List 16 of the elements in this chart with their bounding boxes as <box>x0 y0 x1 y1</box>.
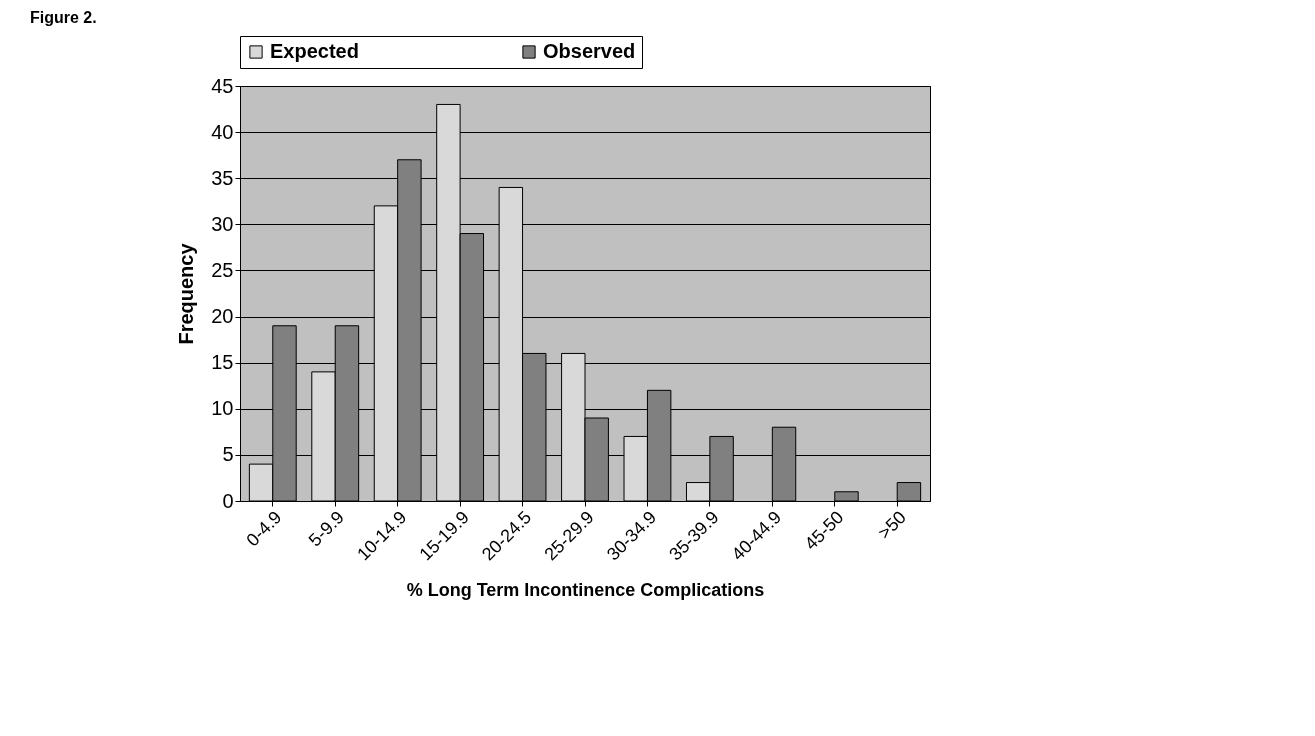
y-tick-label: 40 <box>211 120 234 143</box>
y-axis-title: Frequency <box>175 242 198 345</box>
y-tick-label: 15 <box>211 351 234 374</box>
legend-label: Observed <box>543 40 636 62</box>
legend-label: Expected <box>270 40 359 62</box>
y-tick-label: 25 <box>211 258 234 281</box>
y-tick-label: 5 <box>222 443 234 466</box>
y-tick-label: 20 <box>211 305 234 328</box>
x-axis-title: % Long Term Incontinence Complications <box>406 580 765 601</box>
y-tick-label: 45 <box>211 74 234 97</box>
y-tick-label: 35 <box>211 166 234 189</box>
y-tick-label: 0 <box>222 489 234 512</box>
text: Figure 2. <box>30 8 97 26</box>
y-tick-label: 30 <box>211 212 234 235</box>
x-tick-label: >50 <box>874 507 910 543</box>
y-tick-label: 10 <box>211 397 234 420</box>
